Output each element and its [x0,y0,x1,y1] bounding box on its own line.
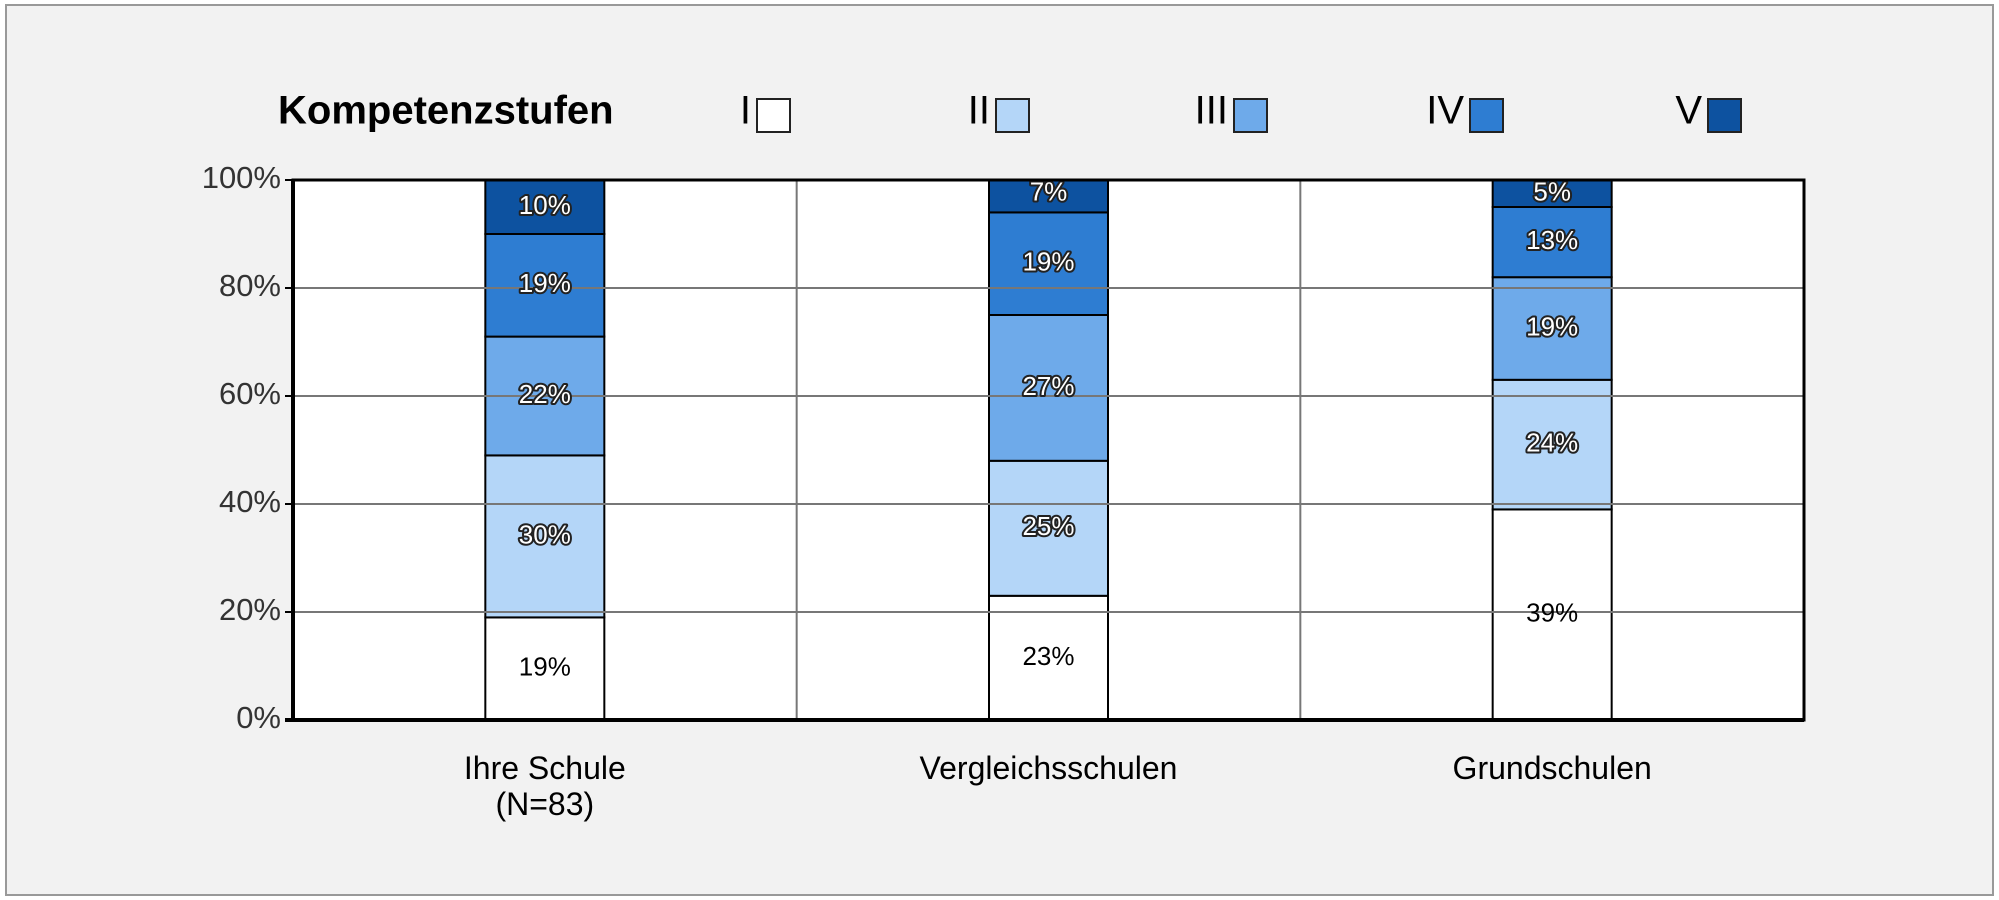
legend-label: V [1675,89,1702,133]
legend-label: IV [1426,89,1464,133]
legend-label: II [968,89,990,133]
data-label: 30% [519,519,571,549]
legend-swatch [1233,98,1268,133]
y-tick-label: 40% [219,484,281,519]
data-label: 13% [1526,225,1578,255]
data-label: 27% [1022,371,1074,401]
x-tick-label: Grundschulen [1453,750,1652,786]
data-label: 10% [519,190,571,220]
bar-segment [988,594,1109,720]
data-label: 19% [1526,311,1578,341]
data-label: 19% [519,268,571,298]
bar-segment [1491,180,1613,208]
legend-title: Kompetenzstufen [278,89,614,133]
legend-swatch [756,98,791,133]
bar-segment [1491,206,1613,279]
bar-segment [988,180,1109,214]
bar-segment [1491,378,1613,511]
x-tick-label: Ihre Schule (N=83) [464,750,626,822]
bar-segment [484,180,606,235]
legend-swatch [1707,98,1742,133]
legend-swatch [1469,98,1504,133]
data-label: 39% [1526,598,1578,628]
data-label: 19% [519,652,571,682]
bar-segment [484,454,606,619]
x-tick-label: Vergleichsschulen [920,750,1178,786]
data-label: 22% [519,379,571,409]
y-tick-label: 100% [202,160,281,195]
y-tick-label: 0% [236,700,281,735]
bar-segment [1491,508,1613,720]
legend-swatch [995,98,1030,133]
y-tick-label: 60% [219,376,281,411]
data-label: 24% [1526,427,1578,457]
y-tick-label: 80% [219,268,281,303]
bar-segment [484,233,606,338]
legend-label: I [740,89,751,133]
legend-label: III [1195,89,1228,133]
y-tick-label: 20% [219,592,281,627]
data-label: 25% [1022,511,1074,541]
data-label: 23% [1022,641,1074,671]
data-label: 19% [1022,247,1074,277]
bar-segment [1491,276,1613,381]
